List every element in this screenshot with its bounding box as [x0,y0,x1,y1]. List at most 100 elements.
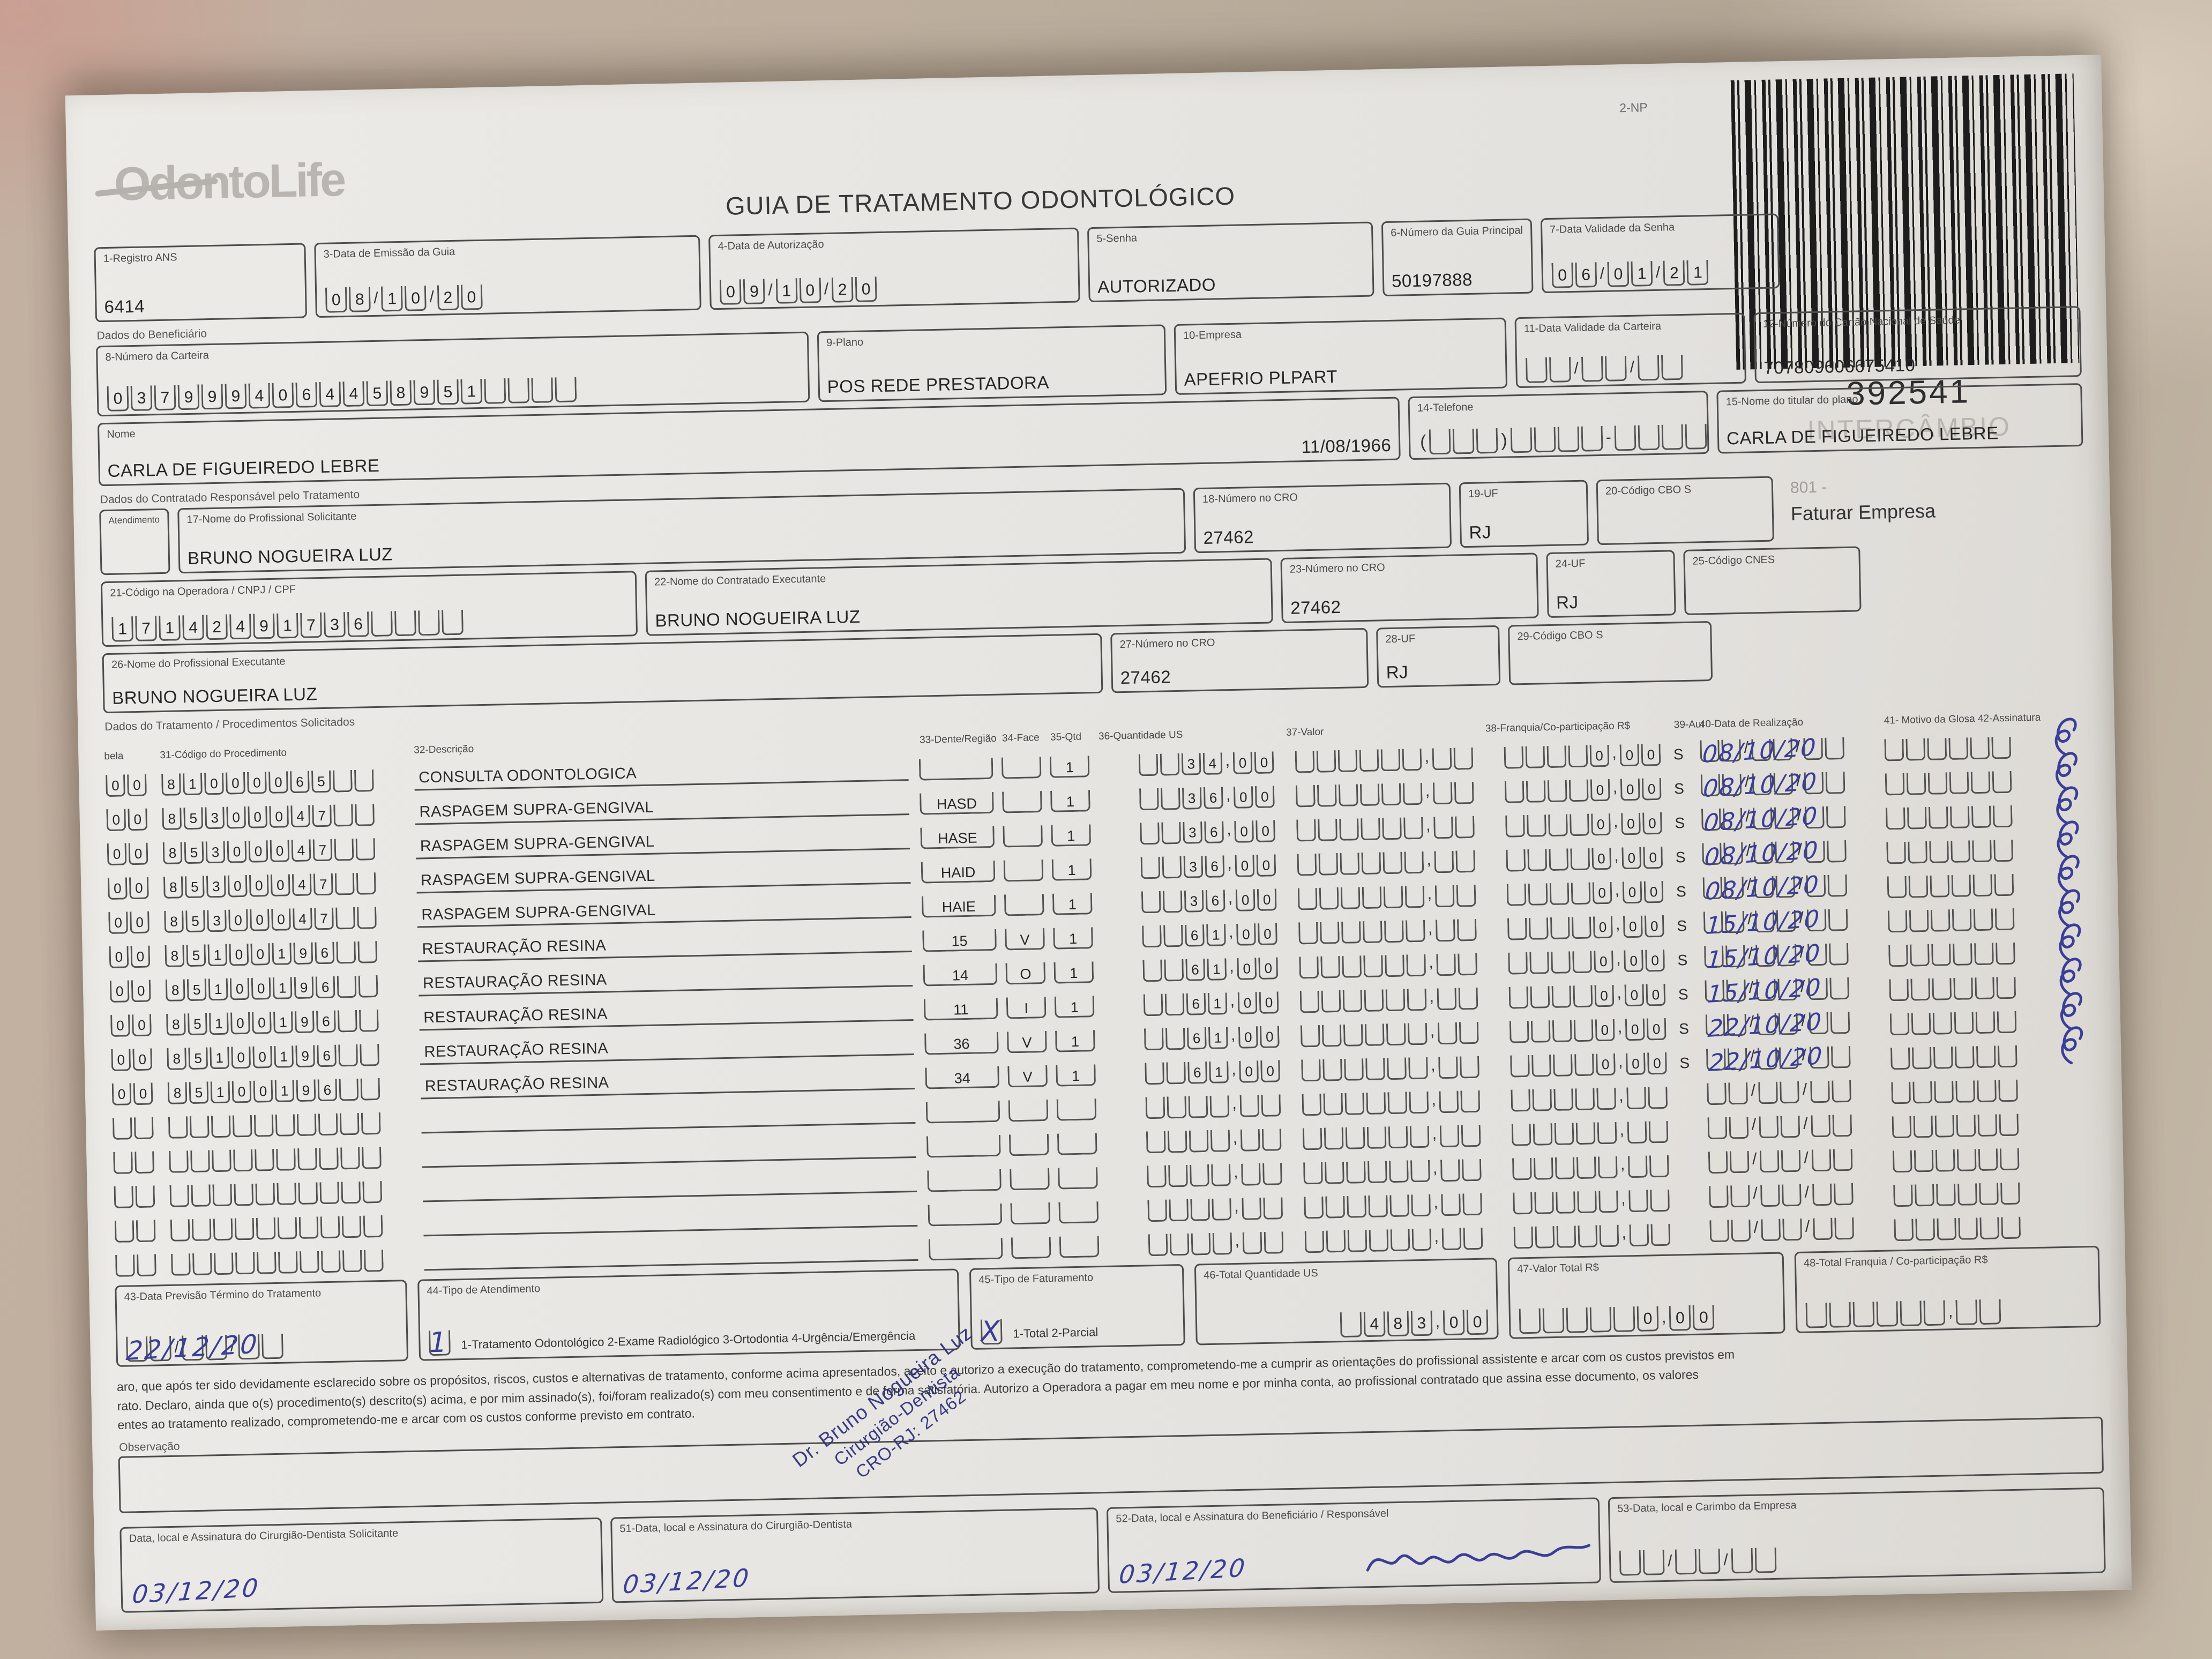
data-realizacao-cell: / / [1706,1080,1884,1108]
qtd-cell: 1 [1055,1030,1095,1052]
faturar-label: Faturar Empresa [1790,499,1936,525]
face-cell [1001,757,1042,779]
dente-regiao-cell [918,757,993,781]
data-realizacao-cell: // 22/10/20 [1705,1008,1883,1043]
tipo-atendimento-options: 1-Tratamento Odontológico 2-Exame Radiol… [461,1329,916,1352]
col-dente: 33-Dente/Região [919,733,997,746]
quantidade-us-combs: , [1106,1163,1283,1189]
codigo-combs [170,1249,418,1276]
assinatura-cell [2043,887,2093,930]
money-combs: , [1805,1297,2092,1328]
assinatura-cell [2041,818,2091,861]
odontolife-logo: OdontoLife [113,153,345,211]
field-label: 9-Plano [826,336,864,349]
col-tabela: bela [104,750,124,763]
date-combs: 0 6/0 1/2 1 [1550,259,1770,288]
assinatura-cell [2042,853,2093,895]
qtd-cell: 1 [1051,824,1092,847]
assinatura-cell [2041,784,2091,827]
field-cro-prof-executante: 27-Número no CRO 27462 [1110,627,1369,693]
face-cell: V [1007,1065,1048,1088]
dente-regiao-cell [927,1169,1002,1192]
assinatura-cell [2050,1237,2099,1238]
field-cro-executante: 23-Número no CRO 27462 [1280,552,1539,624]
motivo-glosa-combs [1885,805,2036,830]
signature-flourish [2061,1026,2083,1065]
valor-combs: , [1294,1159,1483,1185]
face-cell [1010,1168,1050,1191]
qtd-cell: 1 [1056,1064,1096,1087]
phone-combs: () - [1418,424,1707,455]
valor-combs: , [1293,1124,1482,1150]
beneficiary-signature [1366,1544,1591,1572]
col-aut: 39-Aut [1673,719,1704,731]
tabela-combs [113,1185,163,1208]
face-cell [1008,1133,1049,1156]
field-value: RJ [1386,662,1409,683]
aut-flag: S [1678,985,1688,1003]
field-value [1694,607,1852,610]
signature-flourish [2058,889,2081,928]
date-combs: 0 9/1 0/2 0 [719,273,1071,305]
motivo-glosa-combs [1885,839,2037,864]
data-realizacao-cell: / / [1707,1148,1886,1177]
valor-combs: , [1289,918,1478,945]
form-header: OdontoLife GUIA DE TRATAMENTO ODONTOLÓGI… [91,70,2080,445]
face-cell: V [1007,1031,1047,1053]
data-realizacao-cell: // 15/10/20 [1703,939,1881,974]
field-value: 50197888 [1391,269,1473,291]
data-realizacao-cell: // 08/10/20 [1699,734,1877,768]
field-label: 26-Nome do Profissional Executante [111,655,286,671]
field-label: 24-UF [1555,557,1586,570]
tabela-combs [111,1117,161,1140]
field-carimbo-empresa: 53-Data, local e Carimbo da Empresa / / [1608,1487,2106,1583]
motivo-glosa-combs [1889,1045,2041,1070]
motivo-glosa-combs [1893,1216,2044,1242]
face-cell: I [1006,997,1047,1019]
assinatura-cell [2045,1024,2096,1067]
franquia-combs: , [1493,1189,1671,1215]
field-label: Atendimento a RN [108,514,160,526]
valor-combs: , [1291,1021,1480,1048]
field-label: 51-Data, local e Assinatura do Cirurgião… [619,1518,853,1535]
field-previsao-termino: 43-Data Previsão Término do Tratamento /… [115,1280,409,1367]
np-label: 2-NP [1619,100,1648,115]
valor-combs: , [1286,747,1475,773]
tabela-combs [112,1151,162,1175]
motivo-glosa-combs [1883,736,2035,761]
face-cell [1003,860,1044,882]
face-cell: V [1005,928,1045,951]
quantidade-us-combs: , [1107,1197,1284,1223]
field-label: 45-Tipo de Faturamento [978,1272,1094,1286]
date-combs: / / [1525,354,1737,383]
beneficiario-nascimento: 11/08/1966 [1301,435,1392,457]
faturar-empresa-note: 801 - Faturar Empresa [1782,473,1936,542]
aut-flag: S [1675,849,1686,866]
tipo-faturamento-options: 1-Total 2-Parcial [1013,1325,1098,1341]
quantidade-us-combs: , [1108,1231,1285,1257]
field-assinatura-solicitante: Data, local e Assinatura do Cirurgião-De… [119,1517,604,1613]
signatures-row: Data, local e Assinatura do Cirurgião-De… [119,1321,2106,1613]
dente-regiao-cell [928,1237,1003,1261]
field-telefone: 14-Telefone () - [1408,391,1709,460]
form-sheet: OdontoLife GUIA DE TRATAMENTO ODONTOLÓGI… [65,55,2132,1631]
field-validade-carteira: 11-Data Validade da Carteira / / [1514,312,1747,388]
field-value: 707809606675410 [1763,355,1916,378]
qtd-cell [1056,1098,1097,1121]
franquia-combs: , [1491,1086,1669,1112]
valor-combs: , [1288,850,1477,876]
valor-combs: , [1292,1090,1481,1116]
